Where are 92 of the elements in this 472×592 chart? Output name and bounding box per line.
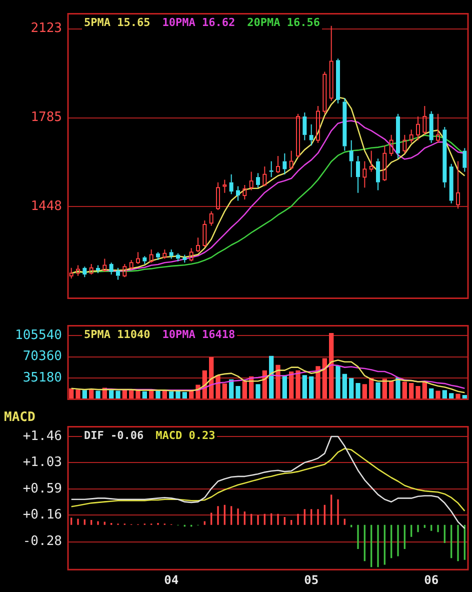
- candlestick: [96, 264, 100, 274]
- candlestick: [289, 150, 294, 170]
- bar: [349, 378, 354, 400]
- text: DIF -0.06: [84, 428, 144, 442]
- y-tick-label: +1.03: [22, 454, 62, 470]
- bar: [409, 382, 414, 400]
- candlestick: [82, 266, 87, 278]
- candlestick: [169, 248, 174, 260]
- candlestick: [356, 156, 360, 194]
- bar: [376, 382, 380, 400]
- candlestick: [269, 160, 274, 178]
- candlestick: [109, 262, 114, 275]
- bar: [276, 364, 280, 400]
- bar: [156, 390, 160, 400]
- candlestick: [222, 179, 227, 194]
- candlestick: [409, 129, 414, 144]
- bar: [76, 390, 80, 400]
- candlestick: [236, 186, 240, 202]
- candlestick: [416, 116, 420, 141]
- bar: [336, 366, 340, 400]
- candlestick: [462, 148, 467, 172]
- bar: [416, 386, 420, 400]
- candlestick: [196, 237, 200, 253]
- candlestick: [449, 163, 454, 204]
- candlestick: [349, 140, 354, 178]
- candlestick: [369, 150, 374, 172]
- y-tick-label: 105540: [15, 328, 62, 344]
- text: 5PMA 11040: [84, 328, 150, 341]
- y-tick-label: +0.59: [22, 482, 62, 496]
- candlestick: [249, 171, 254, 191]
- bar: [436, 390, 440, 400]
- bar: [296, 370, 300, 400]
- candlestick: [456, 160, 460, 210]
- candlestick: [102, 258, 107, 272]
- bar: [242, 381, 247, 400]
- bar: [402, 382, 407, 400]
- candlestick: [442, 126, 447, 188]
- bar: [109, 390, 114, 400]
- bar: [302, 375, 307, 400]
- text: 20PMA 16.56: [247, 16, 320, 29]
- y-tick-label: 35180: [22, 370, 62, 386]
- y-tick-label: 1785: [30, 110, 62, 126]
- candlestick: [302, 112, 307, 141]
- candlestick: [309, 124, 314, 146]
- y-tick-label: 1448: [30, 198, 62, 214]
- text: MACD 0.23: [156, 428, 216, 442]
- candlestick: [336, 58, 340, 104]
- bar: [236, 386, 240, 400]
- bar: [309, 376, 314, 400]
- candlestick: [429, 110, 434, 144]
- text: 10PMA 16418: [162, 328, 236, 341]
- bar: [356, 382, 360, 400]
- candlestick: [276, 156, 280, 174]
- x-tick-label: 06: [424, 572, 439, 587]
- candlestick: [229, 174, 234, 195]
- candlestick: [262, 166, 267, 187]
- candlestick: [142, 256, 147, 264]
- y-axis-title: MACD: [4, 410, 36, 425]
- candlestick: [376, 158, 380, 191]
- candlestick: [116, 267, 120, 280]
- y-tick-label: -0.28: [22, 534, 62, 550]
- text: 5PMA 15.65: [84, 16, 150, 29]
- bar: [342, 374, 347, 400]
- candlestick: [329, 25, 334, 102]
- bar: [442, 390, 447, 400]
- candlestick: [256, 172, 260, 188]
- candlestick: [436, 113, 440, 144]
- candlestick: [182, 254, 187, 264]
- bar: [396, 378, 400, 400]
- candlestick: [382, 144, 387, 182]
- y-tick-label: +1.46: [22, 428, 62, 444]
- candlestick: [396, 113, 400, 160]
- bar: [116, 390, 120, 400]
- text: 10PMA 16.62: [162, 16, 236, 29]
- bar: [256, 384, 260, 400]
- candlestick: [342, 98, 347, 152]
- candlestick: [422, 105, 427, 136]
- candlestick: [362, 160, 367, 188]
- y-tick-label: 2123: [30, 21, 62, 36]
- candlestick: [282, 152, 287, 175]
- x-tick-label: 04: [164, 572, 179, 587]
- bar: [329, 333, 334, 400]
- bar: [316, 366, 320, 400]
- candlestick: [156, 252, 160, 261]
- y-tick-label: 70360: [22, 349, 62, 364]
- bar: [96, 390, 100, 400]
- bar: [82, 390, 87, 400]
- x-tick-label: 05: [304, 572, 319, 587]
- bar: [362, 384, 367, 400]
- candlestick: [322, 71, 327, 114]
- bar: [222, 384, 227, 400]
- y-tick-label: +0.16: [22, 508, 62, 523]
